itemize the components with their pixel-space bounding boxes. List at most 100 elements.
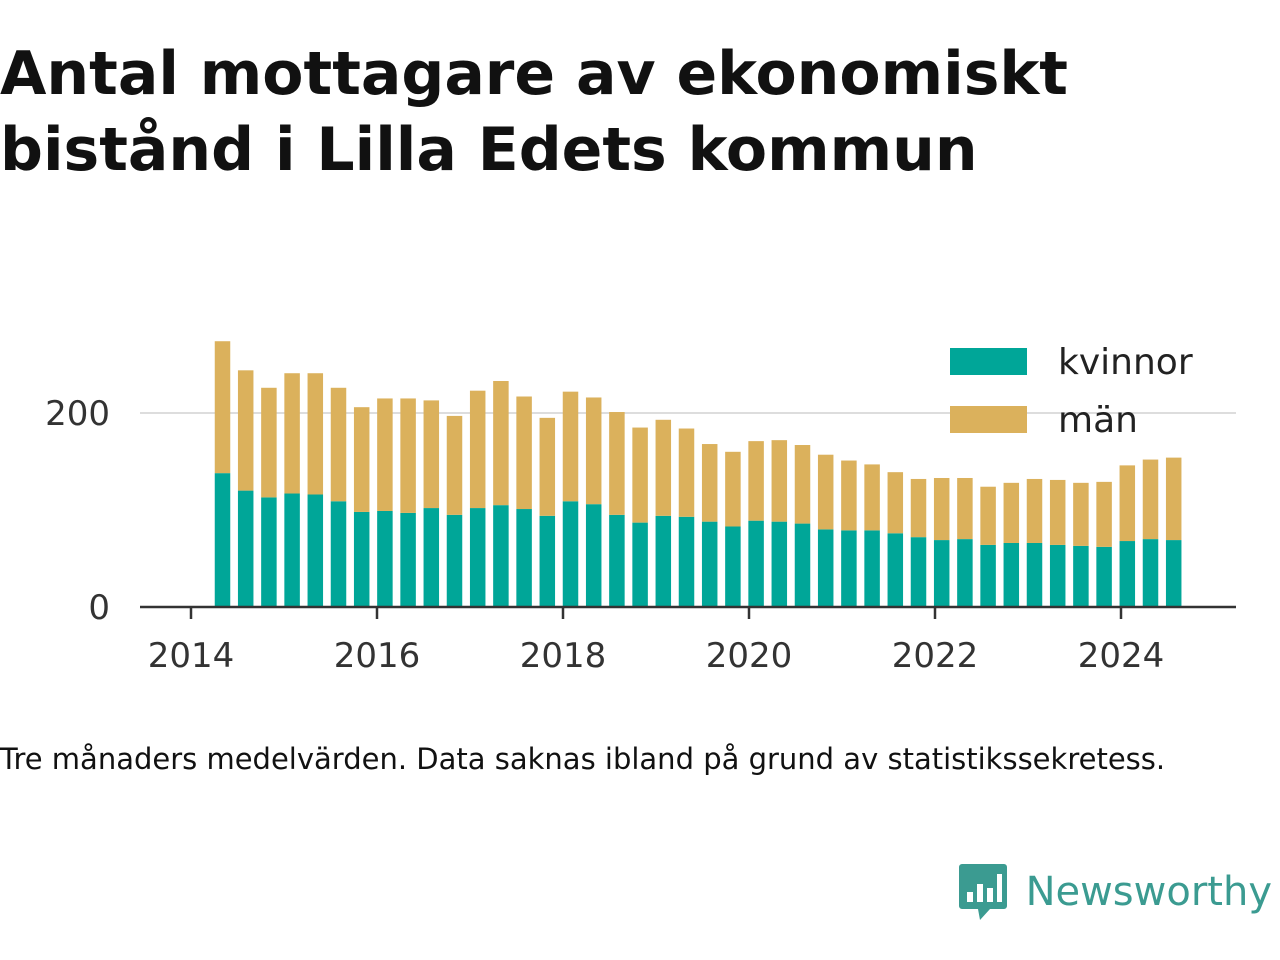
bar-kvinnor bbox=[933, 540, 950, 607]
x-tick-label: 2016 bbox=[334, 636, 421, 676]
bar-man bbox=[1003, 482, 1020, 543]
bar-kvinnor bbox=[330, 501, 347, 607]
bar-man bbox=[1142, 459, 1159, 540]
bar-man bbox=[678, 428, 695, 517]
bars bbox=[214, 341, 1182, 607]
bar-kvinnor bbox=[794, 523, 811, 607]
x-tick-label: 2020 bbox=[706, 636, 793, 676]
bar-man bbox=[1119, 465, 1136, 542]
bar-man bbox=[1026, 478, 1043, 543]
legend: kvinnor män bbox=[950, 342, 1193, 441]
bar-man bbox=[841, 460, 857, 531]
bar-kvinnor bbox=[748, 520, 764, 607]
bar-man bbox=[1165, 457, 1182, 541]
bar-man bbox=[214, 341, 231, 474]
bar-man bbox=[400, 398, 416, 513]
bar-man bbox=[539, 417, 556, 516]
bar-man bbox=[353, 407, 370, 512]
bar-man bbox=[887, 472, 904, 534]
bar-man bbox=[1096, 481, 1112, 547]
bar-man bbox=[585, 397, 602, 505]
bar-kvinnor bbox=[377, 510, 393, 607]
bar-kvinnor bbox=[701, 521, 718, 607]
bar-man bbox=[516, 396, 532, 510]
chart-title: Antal mottagare av ekonomiskt bistånd i … bbox=[0, 39, 1068, 185]
bar-kvinnor bbox=[237, 490, 254, 607]
bar-man bbox=[237, 370, 254, 491]
bar-man bbox=[748, 441, 764, 521]
bar-man bbox=[980, 486, 996, 545]
bar-kvinnor bbox=[307, 494, 324, 607]
bar-kvinnor bbox=[655, 515, 672, 607]
bar-kvinnor bbox=[864, 530, 880, 607]
bar-kvinnor bbox=[1026, 542, 1043, 607]
legend-label-man: män bbox=[1058, 400, 1138, 441]
x-tick-label: 2022 bbox=[892, 636, 979, 676]
bar-kvinnor bbox=[1119, 541, 1136, 607]
bar-kvinnor bbox=[261, 497, 277, 607]
axes: 0 200 2014 2016 2018 2020 2022 2024 bbox=[45, 394, 1236, 676]
bar-kvinnor bbox=[214, 473, 231, 607]
bar-kvinnor bbox=[539, 515, 556, 607]
bar-kvinnor bbox=[469, 508, 486, 607]
bar-man bbox=[655, 419, 672, 516]
bar-kvinnor bbox=[632, 522, 648, 607]
x-tick-label: 2014 bbox=[148, 636, 235, 676]
bar-man bbox=[957, 477, 973, 540]
bar-kvinnor bbox=[771, 521, 788, 607]
bar-kvinnor bbox=[910, 537, 927, 607]
bar-kvinnor bbox=[1049, 544, 1066, 607]
bar-kvinnor bbox=[1165, 540, 1182, 607]
bar-kvinnor bbox=[887, 533, 904, 607]
y-tick-label: 0 bbox=[88, 588, 110, 628]
bar-man bbox=[864, 464, 880, 531]
stacked-bar-chart: 0 200 2014 2016 2018 2020 2022 2024 kvinnor män bbox=[45, 341, 1236, 676]
legend-swatch-man bbox=[950, 406, 1027, 433]
bar-kvinnor bbox=[841, 530, 857, 607]
bar-kvinnor bbox=[493, 505, 509, 607]
legend-swatch-kvinnor bbox=[950, 348, 1027, 375]
bar-man bbox=[377, 398, 393, 511]
bar-kvinnor bbox=[957, 539, 973, 607]
bar-man bbox=[910, 478, 927, 538]
bar-kvinnor bbox=[1096, 546, 1112, 607]
bar-man bbox=[562, 391, 579, 502]
bar-man bbox=[469, 390, 486, 509]
bar-kvinnor bbox=[1003, 542, 1020, 607]
bar-kvinnor bbox=[516, 509, 532, 607]
bar-man bbox=[701, 444, 718, 522]
bar-kvinnor bbox=[400, 512, 416, 607]
bar-man bbox=[493, 380, 509, 506]
bar-man bbox=[771, 440, 788, 522]
bar-man bbox=[725, 451, 741, 527]
bar-man bbox=[261, 387, 277, 498]
bar-man bbox=[817, 454, 834, 530]
bar-kvinnor bbox=[725, 526, 741, 607]
bar-kvinnor bbox=[609, 514, 625, 607]
bar-man bbox=[794, 445, 811, 524]
newsworthy-logo-icon bbox=[958, 864, 1007, 920]
bar-kvinnor bbox=[353, 511, 370, 607]
bar-man bbox=[632, 427, 648, 523]
bar-kvinnor bbox=[562, 501, 579, 607]
bar-man bbox=[330, 387, 347, 502]
bar-kvinnor bbox=[980, 544, 996, 607]
legend-label-kvinnor: kvinnor bbox=[1058, 342, 1193, 383]
bar-man bbox=[1073, 482, 1089, 546]
bar-kvinnor bbox=[423, 508, 440, 607]
bar-kvinnor bbox=[585, 504, 602, 607]
bar-man bbox=[423, 400, 440, 509]
bar-man bbox=[1049, 479, 1066, 545]
bar-man bbox=[446, 415, 463, 515]
bar-kvinnor bbox=[446, 514, 463, 607]
bar-man bbox=[284, 373, 300, 494]
bar-man bbox=[307, 373, 324, 495]
x-tick-label: 2024 bbox=[1078, 636, 1165, 676]
y-tick-label: 200 bbox=[45, 394, 110, 434]
brand-name: Newsworthy bbox=[1025, 869, 1272, 915]
chart-caption: Tre månaders medelvärden. Data saknas ib… bbox=[0, 742, 1166, 776]
bar-man bbox=[609, 412, 625, 515]
bar-kvinnor bbox=[1142, 539, 1159, 607]
bar-kvinnor bbox=[817, 529, 834, 607]
x-tick-label: 2018 bbox=[520, 636, 607, 676]
